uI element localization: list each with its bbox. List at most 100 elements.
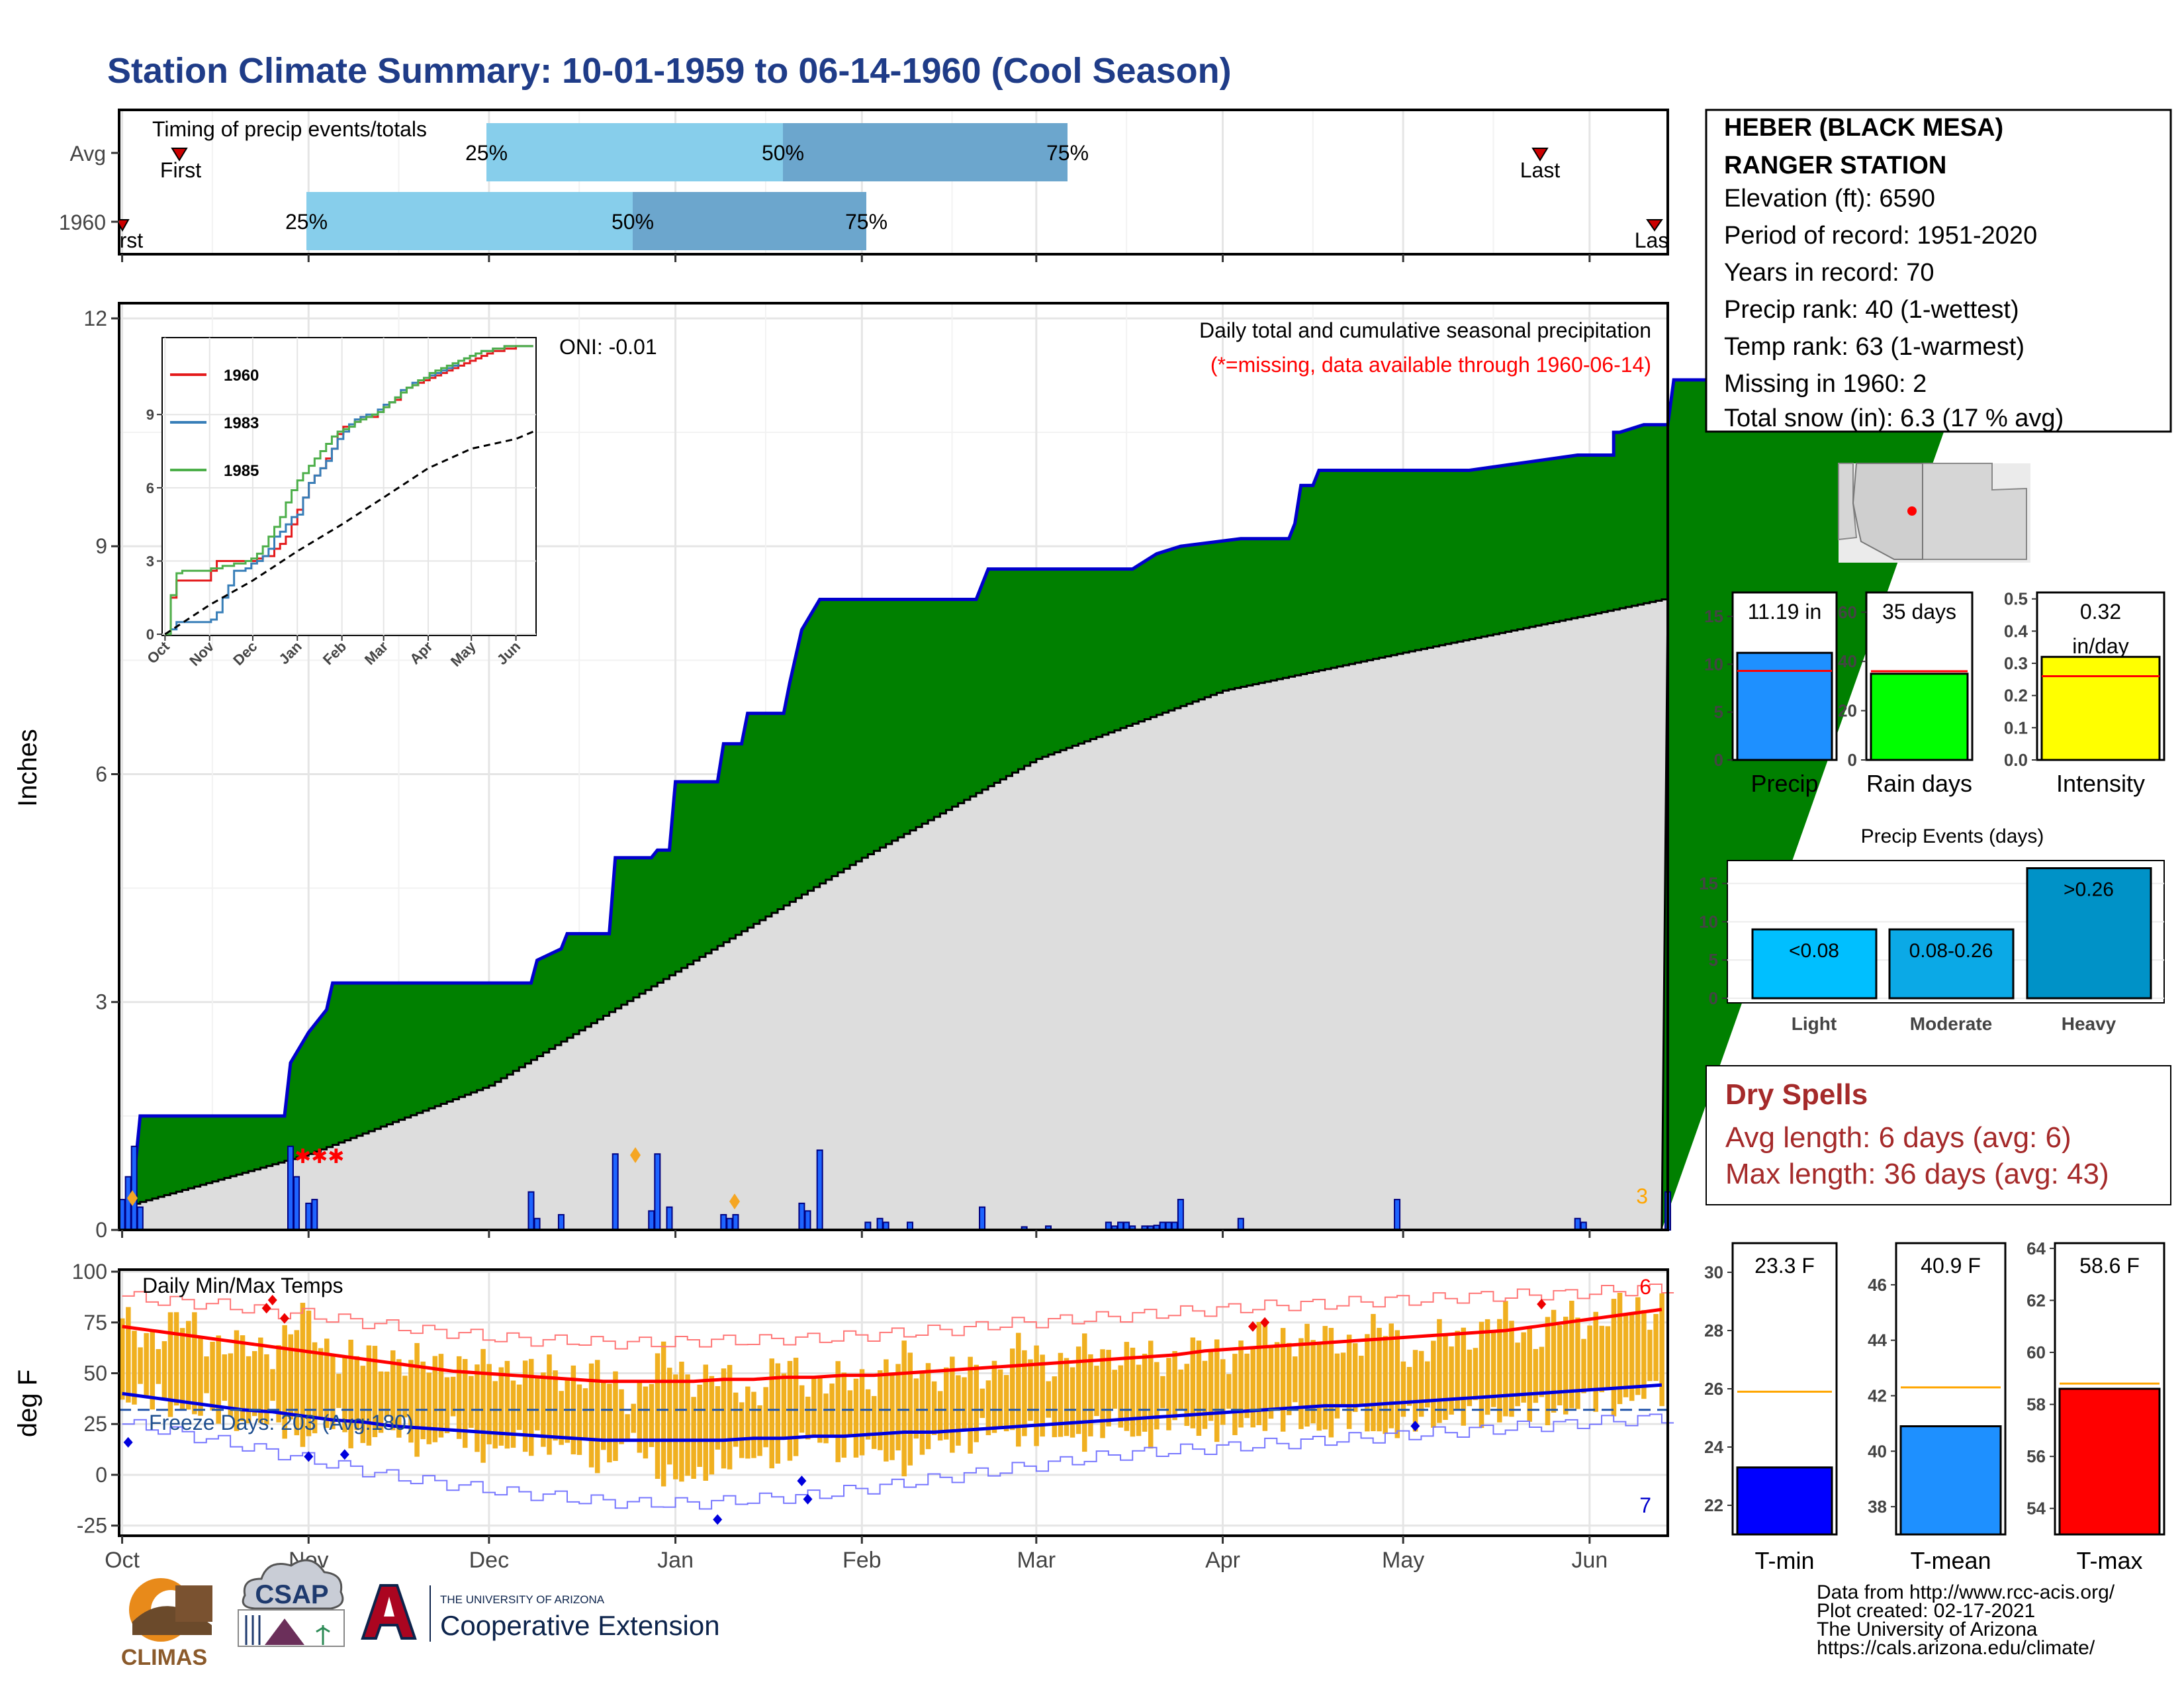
daily-temp-bar xyxy=(150,1331,155,1410)
timing-1960-label: 1960 xyxy=(59,211,106,234)
daily-temp-bar xyxy=(991,1360,997,1433)
timing-1960-last-marker xyxy=(1646,219,1663,232)
daily-temp-bar xyxy=(576,1384,582,1455)
precip-ytick-label: 12 xyxy=(83,306,107,330)
daily-temp-bar xyxy=(161,1341,167,1399)
temp-summary-label: T-min xyxy=(1755,1547,1815,1574)
daily-temp-bar xyxy=(1268,1346,1274,1419)
timing-avg-first-label: First xyxy=(160,158,201,182)
arizona-outline xyxy=(1852,463,1923,560)
daily-temp-bar xyxy=(1557,1325,1563,1405)
daily-temp-bar xyxy=(228,1353,234,1417)
daily-temp-bar xyxy=(372,1346,378,1438)
temp-ylabel: deg F xyxy=(13,1370,42,1437)
precip-frame xyxy=(118,302,1669,1231)
daily-precip-bar xyxy=(527,1191,535,1231)
summary-bar-rain-days: 35 days 0 20 40 60 Rain days xyxy=(1838,591,1974,797)
summary-bar-ytick-label: 10 xyxy=(1704,654,1723,674)
temp-summary-ytick-label: 64 xyxy=(2026,1239,2046,1258)
precip-oni: ONI: -0.01 xyxy=(559,335,657,359)
daily-temp-bar xyxy=(1112,1370,1117,1409)
daily-precip-bar xyxy=(1177,1199,1184,1231)
daily-temp-bar xyxy=(463,1358,468,1448)
daily-temp-bar xyxy=(186,1321,191,1410)
daily-temp-bar xyxy=(1034,1345,1039,1446)
daily-temp-bar xyxy=(1274,1342,1280,1409)
temp-summary-bars: 23.3 F 22 24 26 28 30 T-min 40.9 F 38 40 42 44 46 T-m… xyxy=(1704,1239,2165,1574)
daily-temp-bar xyxy=(1100,1349,1105,1438)
daily-precip-bar xyxy=(876,1217,884,1231)
daily-temp-bar xyxy=(751,1391,756,1458)
timing-1960-iqr-low xyxy=(306,192,633,250)
station-years: Years in record: 70 xyxy=(1724,259,1934,287)
daily-temp-bar xyxy=(631,1403,636,1433)
daily-temp-bar xyxy=(1569,1300,1574,1409)
missing-markers: ✱✱✱ xyxy=(127,1146,740,1209)
daily-temp-bar xyxy=(1575,1317,1580,1409)
daily-temp-bar xyxy=(823,1393,829,1444)
daily-temp-bar xyxy=(1599,1325,1605,1393)
daily-temp-bar xyxy=(1431,1340,1436,1428)
daily-temp-bar xyxy=(1352,1343,1358,1412)
daily-temp-bar xyxy=(264,1354,269,1425)
daily-temp-bar xyxy=(1160,1376,1165,1409)
month-label: Jan xyxy=(657,1548,694,1573)
station-name-line2: RANGER STATION xyxy=(1724,152,1946,179)
precip-ytick-label: 6 xyxy=(95,762,107,786)
daily-temp-bar xyxy=(847,1390,853,1436)
summary-bar-value-text: 35 days xyxy=(1882,600,1956,624)
timing-1960-first-marker xyxy=(119,219,130,232)
daily-temp-bar xyxy=(144,1333,149,1398)
daily-temp-bar xyxy=(1365,1334,1370,1432)
daily-temp-bar xyxy=(582,1388,588,1440)
climas-mesa xyxy=(175,1585,212,1622)
csap-cactus xyxy=(316,1625,330,1645)
inset-legend-1985: 1985 xyxy=(224,462,259,480)
daily-temp-bar xyxy=(1316,1344,1322,1431)
daily-temp-bar xyxy=(1527,1327,1532,1422)
daily-temp-bar xyxy=(1082,1333,1087,1452)
daily-temp-bar xyxy=(1635,1297,1641,1395)
daily-temp-bar xyxy=(1412,1350,1418,1432)
daily-temp-bar xyxy=(1503,1301,1508,1417)
temp-panel-label: Daily Min/Max Temps xyxy=(142,1274,343,1297)
daily-temp-bar xyxy=(895,1364,901,1451)
summary-bar-ytick-label: 20 xyxy=(1838,701,1857,721)
daily-temp-bar xyxy=(475,1364,480,1452)
daily-temp-bar xyxy=(1136,1364,1142,1436)
events-category-label: Light xyxy=(1792,1013,1837,1034)
summary-bar-value-text: 11.19 in xyxy=(1748,600,1822,624)
daily-precip-bar xyxy=(816,1149,823,1231)
csap-mountain xyxy=(265,1618,304,1645)
daily-precip-bar xyxy=(654,1153,661,1231)
temp-summary-ytick-label: 26 xyxy=(1704,1379,1723,1399)
daily-temp-bar xyxy=(210,1341,215,1411)
summary-bar-ytick-label: 40 xyxy=(1838,651,1857,671)
daily-temp-bar xyxy=(685,1374,690,1476)
temp-summary-ytick-label: 38 xyxy=(1868,1497,1887,1517)
daily-temp-bar xyxy=(1293,1356,1298,1403)
temp-summary-ytick-label: 42 xyxy=(1868,1385,1887,1405)
events-category-label: Heavy xyxy=(2062,1013,2116,1034)
daily-temp-bar xyxy=(390,1350,396,1430)
daily-temp-bar xyxy=(348,1339,353,1448)
daily-temp-bar xyxy=(763,1387,768,1448)
temp-ytick-label: -25 xyxy=(77,1514,107,1538)
daily-temp-bar xyxy=(300,1303,306,1447)
daily-temp-bar xyxy=(1075,1346,1081,1434)
daily-temp-bar xyxy=(541,1372,546,1447)
daily-temp-bar xyxy=(1166,1358,1171,1430)
daily-temp-bar xyxy=(222,1354,228,1401)
temp-summary-ytick-label: 60 xyxy=(2026,1342,2046,1362)
snow-marker xyxy=(630,1147,641,1163)
daily-temp-bar xyxy=(486,1364,492,1444)
daily-temp-bar xyxy=(318,1348,324,1420)
daily-precip-bar xyxy=(124,1176,132,1231)
daily-temp-bar xyxy=(1202,1360,1208,1429)
csap-cloud xyxy=(242,1559,344,1610)
daily-temp-bar xyxy=(1130,1347,1136,1437)
daily-temp-bar xyxy=(1479,1321,1484,1429)
timing-avg-last-marker xyxy=(1531,148,1549,162)
timing-1960-q25: 25% xyxy=(285,210,328,234)
daily-temp-bar xyxy=(120,1318,125,1400)
